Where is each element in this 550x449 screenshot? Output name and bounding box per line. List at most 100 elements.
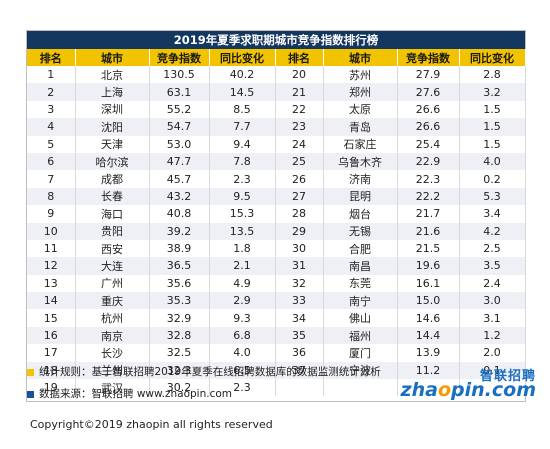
cell-city-left: 成都 <box>75 170 150 188</box>
cell-change-left: 9.5 <box>209 187 276 206</box>
cell-index-right: 27.9 <box>397 66 460 84</box>
cell-change-right: 1.2 <box>459 326 526 345</box>
cell-city-right: 石家庄 <box>323 135 398 153</box>
cell-rank-left: 8 <box>27 187 76 206</box>
table-body: 1 北京 130.5 40.2 20 苏州 27.9 2.8 2 上海 63.1 14.5 21 郑州 27… <box>27 66 526 397</box>
logo-en-dot: o <box>437 379 452 401</box>
cell-index-right: 14.4 <box>397 326 460 345</box>
cell-change-left: 2.9 <box>209 292 276 310</box>
cell-rank-left: 6 <box>27 152 76 171</box>
cell-change-right: 3.2 <box>459 83 526 101</box>
cell-city-left: 南京 <box>75 326 150 345</box>
cell-change-right <box>459 379 526 397</box>
cell-city-right: 南昌 <box>323 257 398 275</box>
cell-index-right: 21.5 <box>397 239 460 258</box>
table-row: 17 长沙 32.5 4.0 36 厦门 13.9 2.0 <box>27 344 526 362</box>
table-row: 18 兰州 32.3 6.5 37 宁波 11.2 0.1 <box>27 361 526 380</box>
cell-city-left: 广州 <box>75 274 150 293</box>
cell-rank-left: 10 <box>27 222 76 240</box>
header-index-right: 竞争指数 <box>397 49 460 66</box>
cell-rank-right: 24 <box>275 135 324 153</box>
yellow-square-icon <box>27 368 34 376</box>
cell-city-left: 长春 <box>75 187 150 206</box>
cell-rank-right: 26 <box>275 170 324 188</box>
copyright-text: Copyright©2019 zhaopin all rights reserv… <box>30 418 273 431</box>
cell-rank-left: 4 <box>27 118 76 136</box>
cell-change-right: 5.3 <box>459 187 526 206</box>
cell-change-right: 3.4 <box>459 205 526 223</box>
cell-rank-right: 21 <box>275 83 324 101</box>
cell-rank-left: 5 <box>27 135 76 153</box>
cell-city-right: 合肥 <box>323 239 398 258</box>
cell-index-right: 22.2 <box>397 187 460 206</box>
cell-change-left: 13.5 <box>209 222 276 240</box>
header-city-right: 城市 <box>323 49 398 66</box>
cell-index-right: 26.6 <box>397 100 460 119</box>
cell-rank-left: 17 <box>27 344 76 362</box>
table-row: 16 南京 32.8 6.8 35 福州 14.4 1.2 <box>27 326 526 345</box>
cell-city-right: 乌鲁木齐 <box>323 152 398 171</box>
cell-index-left: 45.7 <box>149 170 210 188</box>
table-row: 3 深圳 55.2 8.5 22 太原 26.6 1.5 <box>27 100 526 119</box>
cell-change-right: 1.5 <box>459 135 526 153</box>
cell-change-left: 8.5 <box>209 100 276 119</box>
cell-index-right: 11.2 <box>397 361 460 380</box>
cell-city-right: 佛山 <box>323 309 398 327</box>
table-row: 14 重庆 35.3 2.9 33 南宁 15.0 3.0 <box>27 292 526 310</box>
cell-city-right <box>323 379 398 397</box>
cell-city-right: 福州 <box>323 326 398 345</box>
table-header-row: 排名 城市 竞争指数 同比变化 排名 城市 竞争指数 同比变化 <box>27 49 526 66</box>
cell-index-right: 27.6 <box>397 83 460 101</box>
cell-rank-right: 32 <box>275 274 324 293</box>
cell-index-left: 32.3 <box>149 361 210 380</box>
cell-city-left: 重庆 <box>75 292 150 310</box>
cell-change-right: 2.4 <box>459 274 526 293</box>
cell-city-left: 长沙 <box>75 344 150 362</box>
cell-rank-left: 13 <box>27 274 76 293</box>
cell-rank-right: 36 <box>275 344 324 362</box>
cell-city-left: 贵阳 <box>75 222 150 240</box>
cell-index-left: 38.9 <box>149 239 210 258</box>
cell-city-right: 太原 <box>323 100 398 119</box>
cell-index-left: 54.7 <box>149 118 210 136</box>
cell-rank-right: 30 <box>275 239 324 258</box>
cell-city-left: 杭州 <box>75 309 150 327</box>
header-change-right: 同比变化 <box>459 49 526 66</box>
cell-index-right: 13.9 <box>397 344 460 362</box>
cell-rank-left: 3 <box>27 100 76 119</box>
cell-rank-left: 18 <box>27 361 76 380</box>
cell-change-right: 3.1 <box>459 309 526 327</box>
cell-index-left: 55.2 <box>149 100 210 119</box>
header-rank-left: 排名 <box>27 49 76 66</box>
cell-index-left: 43.2 <box>149 187 210 206</box>
cell-index-right: 14.6 <box>397 309 460 327</box>
cell-change-left: 4.0 <box>209 344 276 362</box>
header-index-left: 竞争指数 <box>149 49 210 66</box>
blue-square-icon <box>27 390 34 398</box>
cell-index-left: 35.6 <box>149 274 210 293</box>
table-row: 15 杭州 32.9 9.3 34 佛山 14.6 3.1 <box>27 309 526 327</box>
cell-change-right: 3.5 <box>459 257 526 275</box>
cell-index-right: 16.1 <box>397 274 460 293</box>
cell-city-right: 昆明 <box>323 187 398 206</box>
cell-index-right: 25.4 <box>397 135 460 153</box>
cell-index-left: 130.5 <box>149 66 210 84</box>
note-rule-text: 统计规则：基于智联招聘2019年夏季在线招聘数据库的数据监测统计分析 <box>39 366 381 378</box>
cell-rank-right: 23 <box>275 118 324 136</box>
cell-rank-left: 15 <box>27 309 76 327</box>
cell-change-left: 6.5 <box>209 361 276 380</box>
cell-index-right <box>397 379 460 397</box>
cell-change-right: 3.0 <box>459 292 526 310</box>
note-source: 数据来源：智联招聘 www.zhaopin.com <box>27 386 232 402</box>
cell-index-left: 53.0 <box>149 135 210 153</box>
cell-rank-right: 20 <box>275 66 324 84</box>
cell-city-right: 济南 <box>323 170 398 188</box>
header-city-left: 城市 <box>75 49 150 66</box>
cell-rank-right: 37 <box>275 361 324 380</box>
note-source-text: 数据来源：智联招聘 www.zhaopin.com <box>39 388 232 400</box>
cell-index-left: 32.5 <box>149 344 210 362</box>
cell-change-left: 9.4 <box>209 135 276 153</box>
cell-rank-left: 19 <box>27 379 76 397</box>
cell-index-right: 19.6 <box>397 257 460 275</box>
cell-city-right: 厦门 <box>323 344 398 362</box>
